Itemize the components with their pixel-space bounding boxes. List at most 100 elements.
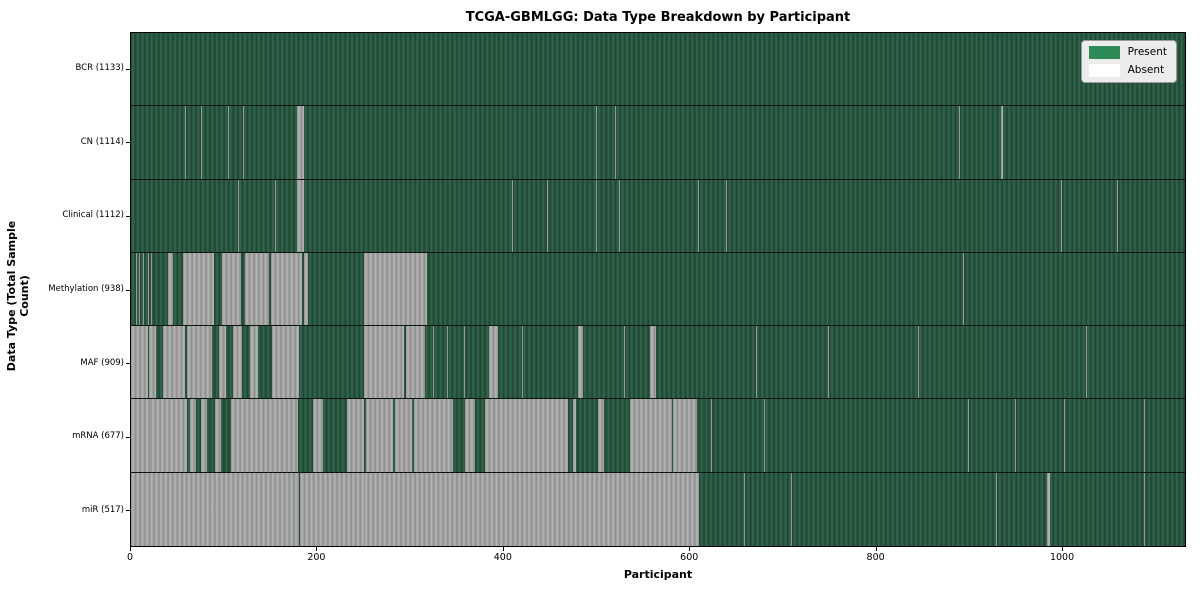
absent-segment [1144,399,1145,472]
absent-segment [763,399,765,472]
absent-segment [296,179,305,252]
absent-segment [489,326,498,399]
absent-segment [597,399,605,472]
plot-area [130,32,1186,547]
legend-item-absent: Absent [1088,64,1167,77]
x-tick-mark [316,547,318,551]
absent-segment [189,399,197,472]
absent-segment [364,472,700,546]
absent-segment [272,326,300,399]
absent-segment [698,179,700,252]
absent-segment [275,179,277,252]
chart-title: TCGA-GBMLGG: Data Type Breakdown by Part… [465,10,851,25]
y-tick-mark [126,289,130,291]
absent-segment [184,106,186,179]
legend-present-label: Present [1127,46,1167,58]
absent-segment [227,106,229,179]
absent-segment [827,326,829,399]
absent-segment [139,252,141,326]
absent-segment [300,472,364,546]
absent-segment [791,472,793,546]
absent-segment [366,399,394,472]
absent-segment [624,326,625,399]
absent-segment [363,326,404,399]
absent-segment [186,326,212,399]
x-tick-mark [1062,547,1064,551]
y-tick-label: miR (517) [81,504,124,515]
absent-segment [726,179,728,252]
y-tick-mark [126,510,130,512]
absent-segment [245,252,269,326]
x-tick-label: 800 [866,552,885,563]
absent-segment [200,106,202,179]
absent-segment [151,399,187,472]
absent-segment [968,399,970,472]
absent-segment [143,252,144,326]
absent-segment [1117,179,1118,252]
absent-segment [237,179,239,252]
x-tick-label: 200 [307,552,326,563]
absent-segment [413,399,453,472]
y-tick-mark [126,436,130,438]
y-tick-label: Methylation (938) [48,284,124,294]
absent-segment [147,252,149,326]
absent-segment [363,179,365,252]
absent-segment [756,326,758,399]
absent-segment [1086,326,1088,399]
absent-segment [447,326,449,399]
x-tick-label: 400 [493,552,512,563]
absent-segment [200,399,208,472]
present-swatch-icon [1088,46,1120,59]
y-tick-label: CN (1114) [80,136,124,147]
heatmap-row-mir [131,472,1185,546]
absent-segment [577,326,584,399]
absent-segment [233,326,242,399]
y-tick-label: mRNA (677) [72,431,124,442]
legend-absent-label: Absent [1127,64,1165,76]
absent-segment [214,399,222,472]
absent-segment [546,179,548,252]
absent-segment [363,252,427,326]
x-tick-label: 600 [680,552,699,563]
absent-segment [464,326,465,399]
absent-segment [744,472,745,546]
y-tick-label: Clinical (1112) [62,210,124,221]
absent-segment [148,326,157,399]
y-axis-label: Data Type (Total Sample Count) [5,220,31,372]
absent-segment [1047,472,1051,546]
absent-segment [168,252,173,326]
absent-segment [673,399,697,472]
heatmap-row-bcr [131,33,1185,107]
y-tick-mark [126,215,130,217]
absent-segment [485,399,569,472]
x-tick-label: 0 [126,552,134,563]
absent-segment [433,326,435,399]
absent-segment [162,326,185,399]
x-tick-mark [130,547,131,551]
heatmap-row-cn [131,106,1185,180]
absent-segment [958,106,960,179]
absent-segment [1014,399,1016,472]
absent-segment [231,399,298,472]
y-tick-mark [126,68,130,70]
absent-segment [996,472,998,546]
x-tick-mark [875,547,877,551]
x-axis-label: Participant [623,568,693,581]
absent-segment [1000,106,1003,179]
heatmap-row-clinical [131,179,1185,253]
legend-item-present: Present [1088,46,1167,59]
absent-swatch-icon [1088,64,1120,77]
absent-segment [131,399,151,472]
absent-segment [363,106,365,179]
legend: Present Absent [1080,40,1177,83]
x-tick-mark [689,547,691,551]
absent-segment [183,252,214,326]
absent-segment [711,399,713,472]
absent-segment [403,106,405,179]
heatmap-row-methylation [131,252,1185,327]
absent-segment [135,252,137,326]
absent-segment [650,326,656,399]
absent-segment [1144,472,1145,546]
absent-segment [404,179,406,252]
absent-segment [131,326,148,399]
